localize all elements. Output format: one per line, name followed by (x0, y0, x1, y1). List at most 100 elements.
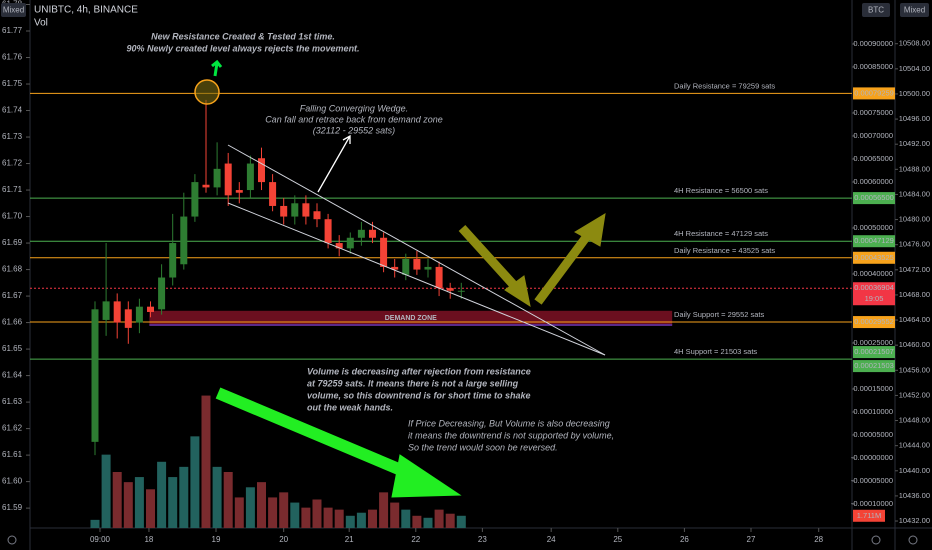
annotation-line: Can fall and retrace back from demand zo… (265, 114, 443, 124)
right-scale-mode-button[interactable] (900, 3, 929, 17)
up-arrow-olive-head (574, 213, 606, 247)
x-tick-label: 22 (411, 535, 420, 544)
volume-bar (456, 515, 466, 528)
y2-tick-label: 0.00005000 (853, 430, 893, 439)
y3-tick-label: 10472.00 (899, 265, 930, 274)
settings-icon[interactable] (908, 535, 918, 545)
annotation-line: at 79259 sats. It means there is not a l… (307, 378, 519, 388)
level-tag-label: 0.00021503 (854, 361, 894, 370)
candle-body (213, 168, 221, 188)
drawings (194, 59, 606, 498)
y-tick-label: 61.62 (2, 424, 23, 433)
volume-bar (256, 482, 266, 528)
volume-bar (134, 477, 144, 528)
currency-label: BTC (868, 6, 884, 15)
x-tick-label: 20 (279, 535, 288, 544)
down-arrow-olive (458, 224, 524, 296)
y2-tick-label: -0.00005000 (851, 476, 893, 485)
candle-body (257, 158, 265, 183)
candle-body (413, 258, 421, 270)
goto-icon[interactable] (7, 535, 17, 545)
candle-body (391, 266, 399, 270)
annotation-line: 90% Newly created level always rejects t… (126, 43, 359, 53)
volume-bar (345, 515, 355, 528)
y2-tick-label: 0.00050000 (853, 223, 893, 232)
y-tick-label: 61.74 (2, 106, 23, 115)
x-tick-label: 09:00 (90, 535, 111, 544)
y-tick-label: 61.73 (2, 132, 23, 141)
symbol-label: UNIBTC, 4h, BINANCE (34, 5, 138, 16)
y2-tick-label: 0.00075000 (853, 108, 893, 117)
currency-button[interactable] (862, 3, 890, 17)
y3-tick-label: 10480.00 (899, 215, 930, 224)
y3-tick-label: 10436.00 (899, 491, 930, 500)
y-tick-label: 61.77 (2, 26, 23, 35)
level-tag (853, 192, 895, 205)
level-tag-label: 0.00056500 (854, 193, 894, 202)
y2-tick-label: 0.00040000 (853, 269, 893, 278)
y2-tick-label: -0.00000000 (851, 453, 893, 462)
candle-body (224, 163, 232, 196)
candle-body (158, 277, 166, 310)
level-tag-label: 0.00029552 (854, 317, 894, 326)
y3-tick-label: 10504.00 (899, 64, 930, 73)
right-scale-mode-label: Mixed (904, 6, 925, 15)
y3-tick-label: 10468.00 (899, 290, 930, 299)
volume-bar (212, 466, 222, 528)
y-tick-label: 61.64 (2, 371, 23, 380)
settings-icon[interactable] (871, 535, 881, 545)
scale-mode-button[interactable] (1, 3, 26, 17)
candle-body (446, 288, 454, 291)
annotation-line: it means the downtrend is not supported … (408, 430, 614, 440)
y3-tick-label: 10492.00 (899, 139, 930, 148)
y2-tick-label: 0.00065000 (853, 154, 893, 163)
volume-bar (401, 509, 411, 528)
candle-body (368, 229, 376, 238)
candle-body (269, 182, 277, 206)
x-tick-label: 24 (547, 535, 556, 544)
volume-tag-label: 1.711M (857, 511, 881, 520)
candle-body (313, 211, 321, 220)
volume-bar (412, 515, 422, 528)
volume-bar (367, 509, 377, 528)
x-tick-label: 23 (478, 535, 487, 544)
candle-body (180, 216, 188, 265)
candle-body (335, 243, 343, 249)
annotation-line: Falling Converging Wedge. (300, 103, 408, 113)
y-tick-label: 61.76 (2, 53, 23, 62)
volume-bar (234, 497, 244, 528)
candle-body (324, 219, 332, 244)
volume-bar (145, 489, 155, 528)
annotation: If Price Decreasing, But Volume is also … (408, 418, 614, 452)
volume-bar (445, 513, 455, 528)
resistance-circle (194, 79, 220, 105)
y3-tick-label: 10440.00 (899, 466, 930, 475)
candle-body (246, 163, 254, 191)
up-arrow-small (211, 59, 223, 77)
x-tick-label: 18 (144, 535, 153, 544)
volume-bar (323, 507, 333, 528)
volume-tag (853, 509, 885, 522)
y-tick-label: 61.66 (2, 318, 23, 327)
up-arrow-olive (534, 229, 594, 305)
volume-bar (334, 509, 344, 528)
wedge-pointer (317, 134, 351, 193)
y2-tick-label: 0.00070000 (853, 131, 893, 140)
candle-body (202, 184, 210, 188)
volume-bar (123, 482, 133, 528)
current-price-tag (853, 282, 895, 306)
y3-tick-label: 10476.00 (899, 240, 930, 249)
big-green-arrow (215, 387, 423, 484)
candle-body (102, 301, 110, 320)
annotation-line: (32112 - 29552 sats) (313, 125, 395, 135)
y-tick-label: 61.75 (2, 79, 23, 88)
y2-tick-label: 0.00025000 (853, 338, 893, 347)
y3-tick-label: 10448.00 (899, 416, 930, 425)
y-tick-label: 61.69 (2, 238, 23, 247)
volume-bar (112, 472, 122, 528)
level-label: Daily Resistance = 43525 sats (674, 246, 775, 255)
level-tag (853, 87, 895, 100)
volume-bar (379, 492, 389, 528)
